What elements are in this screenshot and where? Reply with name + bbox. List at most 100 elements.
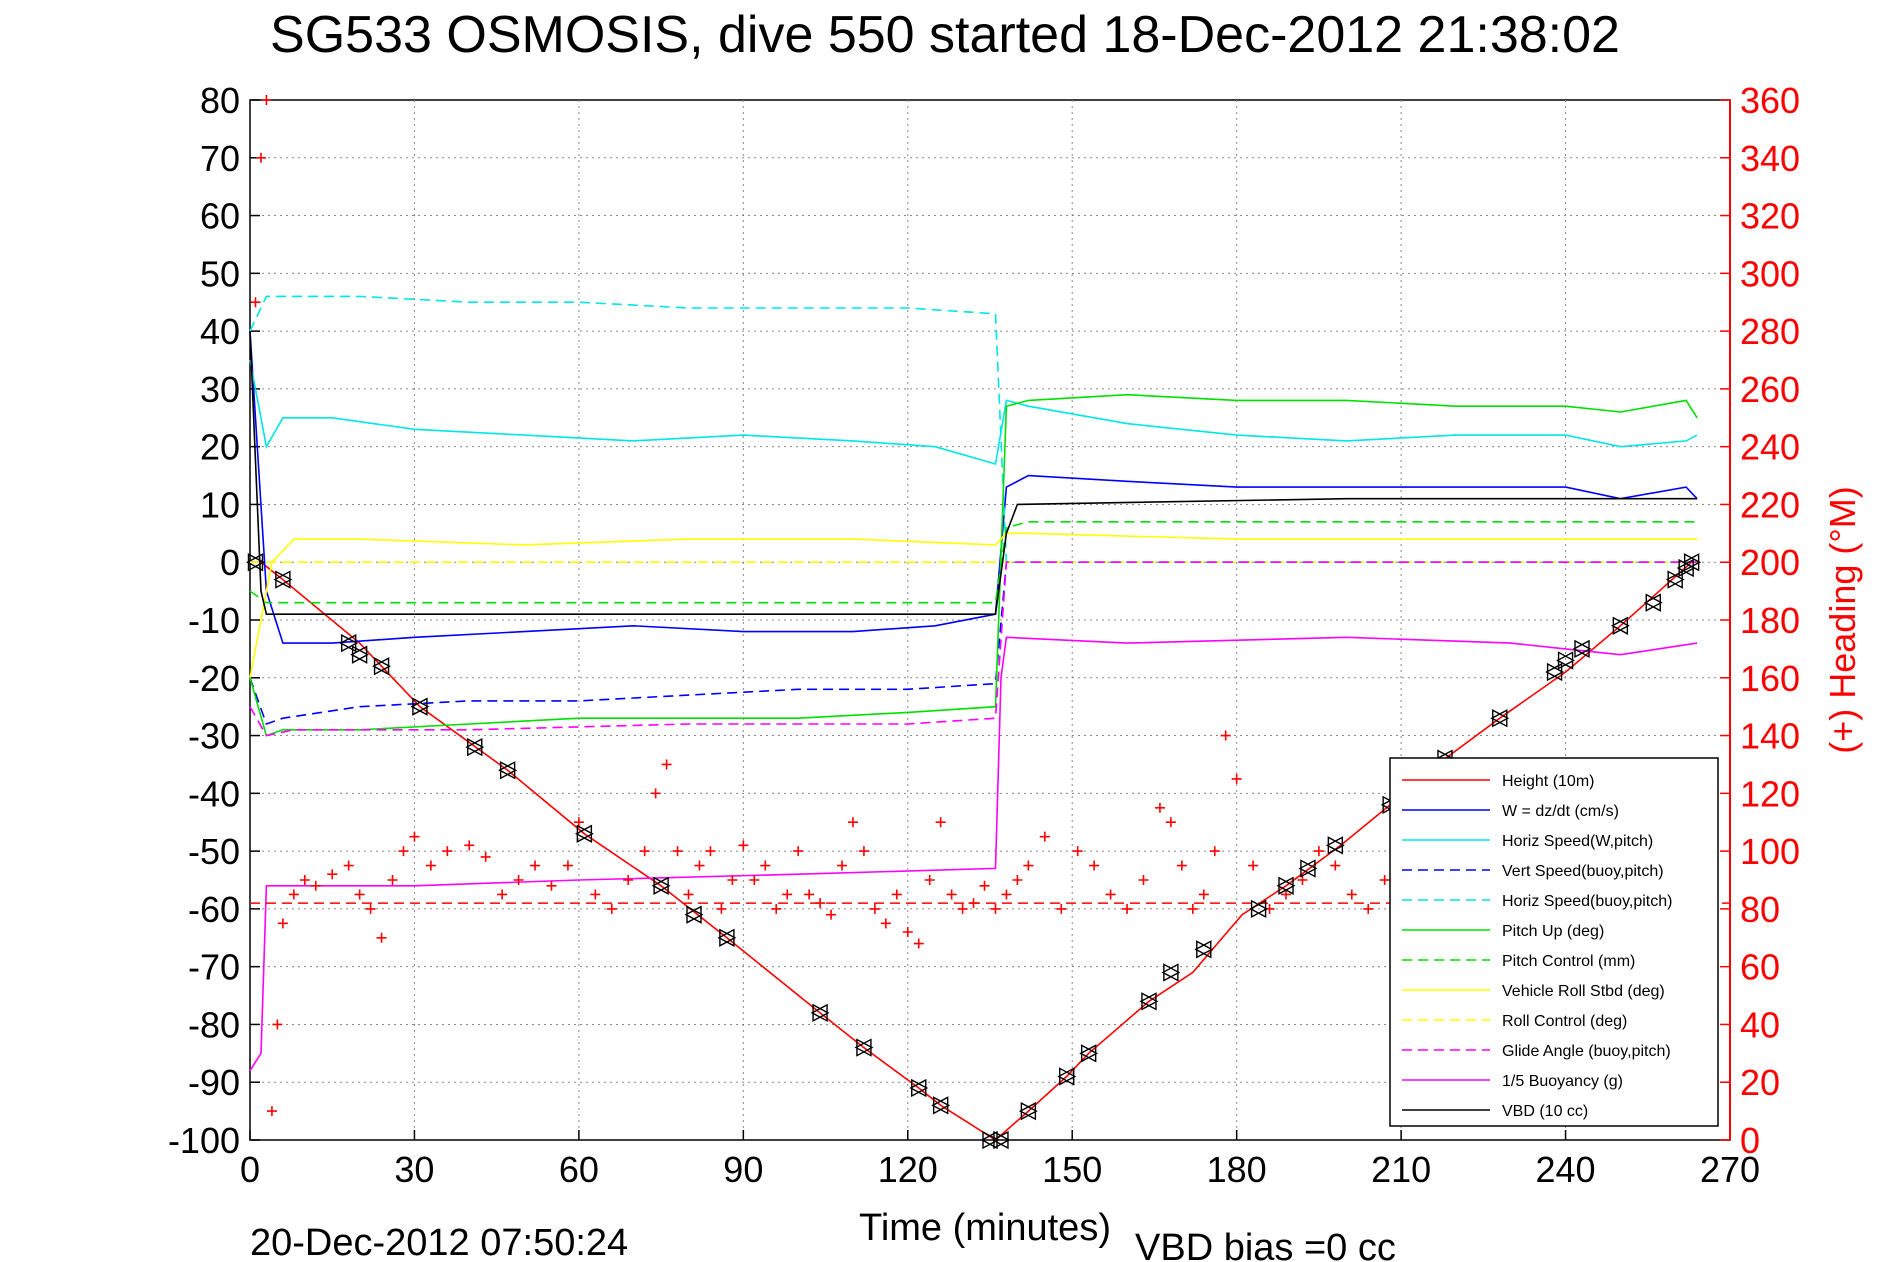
heading-marker bbox=[1363, 903, 1374, 914]
x-tick-label: 120 bbox=[878, 1149, 938, 1190]
y2-tick-label: 180 bbox=[1740, 600, 1800, 641]
y2-tick-label: 340 bbox=[1740, 138, 1800, 179]
y-tick-label: 40 bbox=[200, 311, 240, 352]
y-tick-label: 20 bbox=[200, 427, 240, 468]
depth-triangle-marker bbox=[684, 905, 702, 924]
y-tick-label: -20 bbox=[188, 658, 240, 699]
heading-marker bbox=[957, 903, 968, 914]
depth-triangle-marker bbox=[717, 928, 735, 947]
chart-title: SG533 OSMOSIS, dive 550 started 18-Dec-2… bbox=[270, 6, 1620, 64]
legend-entry: Height (10m) bbox=[1502, 773, 1594, 790]
heading-marker bbox=[255, 152, 266, 163]
heading-marker bbox=[738, 840, 749, 851]
heading-marker bbox=[1039, 831, 1050, 842]
depth-triangle-marker bbox=[465, 737, 483, 757]
heading-marker bbox=[1122, 903, 1133, 914]
depth-triangle-marker bbox=[1057, 1067, 1075, 1086]
heading-marker bbox=[990, 903, 1001, 914]
heading-marker bbox=[815, 898, 826, 909]
y-tick-label: 60 bbox=[200, 196, 240, 237]
heading-marker bbox=[1198, 889, 1209, 900]
heading-marker bbox=[310, 880, 321, 891]
heading-marker bbox=[946, 889, 957, 900]
x-axis-label: Time (minutes) bbox=[859, 1207, 1111, 1249]
depth-triangle-marker bbox=[1161, 963, 1179, 982]
y-tick-label: 30 bbox=[200, 369, 240, 410]
heading-marker bbox=[880, 918, 891, 929]
x-tick-label: 150 bbox=[1042, 1149, 1102, 1190]
legend-entry: Vehicle Roll Stbd (deg) bbox=[1502, 983, 1665, 1000]
heading-marker bbox=[913, 938, 924, 949]
heading-marker bbox=[299, 875, 310, 885]
heading-marker bbox=[1072, 846, 1083, 857]
y2-tick-label: 60 bbox=[1740, 947, 1780, 988]
y2-tick-label: 80 bbox=[1740, 889, 1780, 930]
depth-triangle-marker bbox=[1556, 651, 1574, 670]
x-tick-label: 30 bbox=[394, 1149, 434, 1190]
heading-marker bbox=[1012, 875, 1023, 885]
heading-marker bbox=[387, 875, 398, 885]
heading-marker bbox=[1001, 889, 1012, 900]
heading-marker bbox=[727, 875, 738, 885]
depth-triangle-marker bbox=[1665, 570, 1683, 589]
y2-tick-label: 320 bbox=[1740, 196, 1800, 237]
depth-triangle-marker bbox=[1194, 940, 1212, 959]
legend-entry: VBD (10 cc) bbox=[1502, 1103, 1588, 1120]
heading-marker bbox=[261, 95, 272, 105]
heading-marker bbox=[1346, 889, 1357, 900]
depth-triangle-marker bbox=[339, 633, 357, 653]
heading-marker bbox=[793, 846, 804, 857]
y-tick-label: -50 bbox=[188, 831, 240, 872]
depth-triangle-marker bbox=[1139, 992, 1157, 1011]
y-tick-label: 10 bbox=[200, 484, 240, 525]
heading-marker bbox=[902, 927, 913, 937]
heading-marker bbox=[442, 846, 453, 857]
heading-marker bbox=[869, 903, 880, 914]
depth-triangle-marker bbox=[372, 657, 390, 676]
heading-marker bbox=[650, 788, 661, 799]
series-line bbox=[249, 532, 1698, 678]
depth-triangle-marker bbox=[909, 1078, 927, 1098]
y2-tick-label: 40 bbox=[1740, 1004, 1780, 1045]
x-tick-label: 210 bbox=[1371, 1149, 1431, 1190]
heading-marker bbox=[343, 860, 354, 871]
heading-marker bbox=[277, 918, 288, 929]
heading-marker bbox=[705, 846, 716, 857]
heading-marker bbox=[847, 817, 858, 828]
y-tick-label: 0 bbox=[220, 542, 240, 583]
depth-triangle-marker bbox=[1249, 899, 1267, 919]
heading-marker bbox=[1023, 860, 1034, 871]
heading-marker bbox=[376, 932, 387, 943]
heading-marker bbox=[530, 860, 541, 871]
heading-marker bbox=[716, 903, 727, 914]
depth-triangle-marker bbox=[854, 1038, 872, 1057]
y-tick-label: 70 bbox=[200, 138, 240, 179]
depth-triangle-marker bbox=[1298, 859, 1316, 878]
depth-triangle-marker bbox=[1572, 639, 1590, 659]
y2-tick-label: 360 bbox=[1740, 80, 1800, 121]
heading-marker bbox=[327, 869, 338, 880]
heading-marker bbox=[1187, 903, 1198, 914]
heading-marker bbox=[1220, 730, 1231, 741]
heading-marker bbox=[623, 875, 634, 885]
heading-marker bbox=[661, 759, 672, 770]
footer-note: VBD bias =0 cc bbox=[1135, 1227, 1396, 1262]
y2-tick-label: 240 bbox=[1740, 427, 1800, 468]
depth-triangle-marker bbox=[980, 1130, 998, 1150]
heading-marker bbox=[1056, 903, 1067, 914]
y-tick-label: -100 bbox=[168, 1120, 240, 1161]
heading-marker bbox=[979, 880, 990, 891]
heading-marker bbox=[513, 875, 524, 885]
legend-box bbox=[1389, 757, 1719, 1127]
footer-date: 20-Dec-2012 07:50:24 bbox=[250, 1222, 628, 1262]
heading-marker bbox=[760, 860, 771, 871]
legend-entry: 1/5 Buoyancy (g) bbox=[1502, 1073, 1623, 1090]
y2-tick-label: 20 bbox=[1740, 1062, 1780, 1103]
legend-entry: Glide Angle (buoy,pitch) bbox=[1502, 1043, 1671, 1060]
series-line bbox=[249, 561, 1698, 737]
y-tick-label: 50 bbox=[200, 253, 240, 294]
heading-marker bbox=[1281, 889, 1291, 900]
depth-triangle-marker bbox=[1682, 553, 1700, 572]
legend-entry: Pitch Control (mm) bbox=[1502, 953, 1635, 970]
